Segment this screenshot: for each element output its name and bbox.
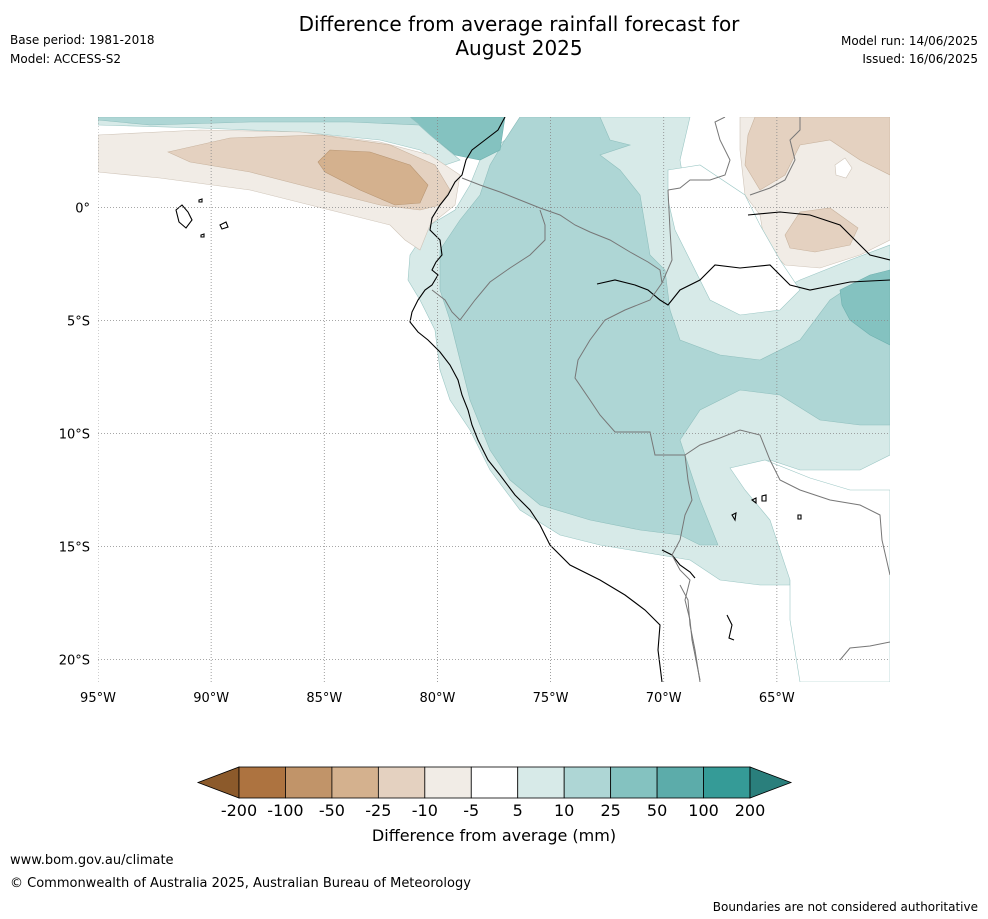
longitude-tick-label: 70°W [646, 691, 682, 706]
border-peru-brazil [574, 282, 693, 541]
colorbar-tick-label: 50 [647, 801, 667, 820]
colorbar-swatch [610, 766, 658, 799]
country-borders [431, 117, 890, 682]
map-title: Difference from average rainfall forecas… [0, 12, 988, 60]
latitude-tick-labels: 0° 5°S 10°S 15°S 20°S [59, 201, 90, 668]
colorbar-tick-label: 200 [735, 801, 766, 820]
boundaries-disclaimer: Boundaries are not considered authoritat… [712, 900, 978, 914]
contour-10-25-strip [98, 117, 421, 126]
colorbar-tick-label: 25 [600, 801, 620, 820]
contour-neutral-ne-hole [834, 157, 853, 179]
colorbar-swatch [238, 766, 286, 799]
colorbar-extend-high [749, 766, 793, 799]
title-line-1: Difference from average rainfall forecas… [298, 12, 740, 36]
gridlines [98, 117, 890, 682]
border-ecuador-peru [431, 209, 546, 321]
coastlines [175, 117, 890, 682]
colorbar-swatch [331, 766, 379, 799]
colorbar-swatch [656, 766, 704, 799]
border-bolivia-brazil [684, 429, 890, 576]
title-line-2: August 2025 [455, 36, 583, 60]
colorbar-tick-label: 10 [554, 801, 574, 820]
bom-url[interactable]: www.bom.gov.au/climate [10, 853, 174, 868]
border-venezuela-colombia [667, 117, 731, 191]
colorbar-swatch [377, 766, 426, 799]
colorbar-title: Difference from average (mm) [371, 826, 617, 845]
colorbar-tick-label: -5 [463, 801, 479, 820]
contour-neg10-neg25-ne-south [784, 207, 859, 253]
border-chile-argentina [679, 584, 701, 682]
contour-neg10-neg25-ne [744, 117, 890, 191]
border-venezuela-brazil [749, 117, 801, 196]
rainfall-contours [98, 117, 890, 682]
contour-25-50-east [839, 269, 890, 346]
map-area [98, 117, 890, 682]
longitude-tick-labels: 95°W 90°W 85°W 80°W 75°W 70°W 65°W [80, 691, 795, 706]
latitude-tick-label: 5°S [67, 314, 90, 329]
contour-5-10-strip [98, 117, 461, 166]
issued-date: Issued: 16/06/2025 [862, 52, 978, 66]
colorbar-tick-label: -100 [267, 801, 303, 820]
contour-neutral-central [667, 164, 801, 316]
coast-galapagos-4 [200, 233, 205, 238]
coast-lake-4 [750, 497, 757, 505]
model-run: Model run: 14/06/2025 [840, 34, 978, 48]
coast-galapagos-3 [198, 198, 203, 203]
colorbar-swatch [563, 766, 612, 799]
coast-galapagos-2 [219, 221, 229, 230]
colorbar-tick-label: -200 [221, 801, 257, 820]
colorbar-swatch [703, 766, 751, 799]
colorbar-swatch [424, 766, 472, 799]
colorbar-swatches [196, 766, 793, 799]
colorbar-extend-low [196, 766, 240, 799]
contour-neutral-south [729, 459, 890, 682]
contour-neg25-neg50-west [317, 149, 429, 206]
colorbar-swatch [470, 766, 519, 799]
coast-amazon-river [596, 264, 890, 306]
longitude-tick-label: 95°W [80, 691, 116, 706]
colorbar-tick-label: 100 [688, 801, 719, 820]
base-period: Base period: 1981-2018 [10, 33, 155, 47]
coast-lake-5 [761, 494, 767, 502]
longitude-tick-label: 90°W [193, 691, 229, 706]
colorbar-tick-label: 5 [513, 801, 523, 820]
colorbar-tick-label: -10 [412, 801, 438, 820]
coast-titicaca [661, 549, 696, 579]
coast-rio-negro [747, 211, 890, 261]
colorbar: -200 -100 -50 -25 -10 -5 5 10 25 50 100 200 [196, 766, 793, 820]
border-peru-bolivia [671, 539, 701, 681]
colorbar-swatch [517, 766, 565, 799]
coast-west-south-america [409, 117, 663, 682]
coast-lake-3 [797, 514, 802, 520]
latitude-tick-label: 15°S [59, 540, 90, 555]
copyright-notice: © Commonwealth of Australia 2025, Austra… [10, 876, 471, 891]
colorbar-tick-label: -50 [319, 801, 345, 820]
longitude-tick-label: 85°W [306, 691, 342, 706]
coast-lake-2 [731, 512, 737, 522]
latitude-tick-label: 20°S [59, 653, 90, 668]
colorbar-tick-labels: -200 -100 -50 -25 -10 -5 5 10 25 50 100 200 [221, 801, 765, 820]
contour-10-25-main [439, 117, 890, 546]
colorbar-tick-label: -25 [365, 801, 391, 820]
coast-lake-1 [726, 614, 735, 641]
longitude-tick-label: 75°W [533, 691, 569, 706]
border-colombia-ecuador-peru [461, 177, 663, 284]
colorbar-swatch [285, 766, 333, 799]
rainfall-map: 95°W 90°W 85°W 80°W 75°W 70°W 65°W 0° 5°S 10°S 15… [59, 117, 890, 706]
longitude-tick-label: 80°W [419, 691, 455, 706]
border-colombia-brazil [661, 189, 673, 284]
latitude-tick-label: 0° [75, 201, 90, 216]
coast-galapagos-1 [175, 204, 193, 229]
latitude-tick-label: 10°S [59, 427, 90, 442]
border-paraguay [839, 641, 890, 661]
model-name: Model: ACCESS-S2 [10, 52, 122, 66]
longitude-tick-label: 65°W [759, 691, 795, 706]
